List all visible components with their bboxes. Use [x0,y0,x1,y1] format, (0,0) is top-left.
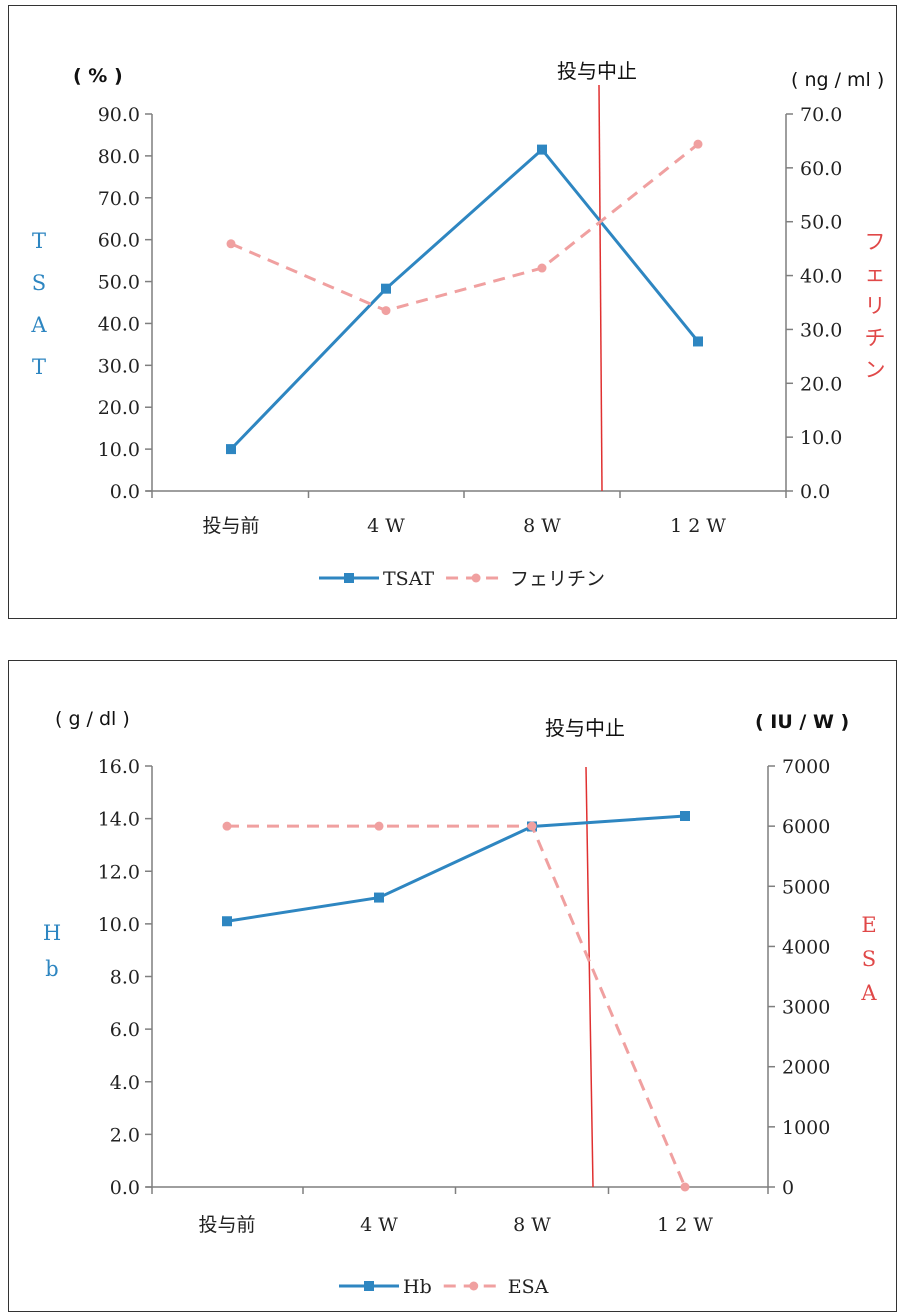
x-tick-label: 1 2 W [657,1214,713,1236]
right-axis-label-char: ェ [865,262,886,286]
left-tick-label: 14.0 [98,809,140,831]
left-axis-label-char: S [32,271,46,295]
data-point-marker [222,821,232,831]
left-tick-label: 12.0 [98,861,140,883]
right-axis-label-char: ン [865,358,886,382]
left-tick-label: 70.0 [98,188,140,210]
x-tick-label: 8 W [513,1214,551,1236]
right-axis-label-char: リ [865,294,886,318]
left-tick-label: 8.0 [110,967,140,989]
right-tick-label: 6000 [782,816,830,838]
data-point-marker [693,139,703,149]
data-point-marker [680,1182,690,1192]
right-tick-label: 7000 [782,756,830,778]
right-tick-label: 30.0 [800,319,842,341]
stop-annotation: 投与中止 [557,59,637,83]
data-point-marker [374,821,384,831]
chart-panel-tsat-ferritin: 0.0 10.0 20.0 30.0 40.0 50.0 60.0 70.0 80.0 90.0 0… [8,5,897,619]
right-tick-label: 20.0 [800,373,842,395]
right-axis-label-char: A [860,981,877,1005]
right-tick-label: 70.0 [800,104,842,126]
data-point-marker [537,144,547,155]
x-tick-label: 投与前 [202,515,259,537]
legend-marker [471,573,481,583]
right-tick-label: 0.0 [800,481,830,503]
chart-panel-hb-esa: 0.0 2.0 4.0 6.0 8.0 10.0 12.0 14.0 16.0 0 1000 2000… [8,660,897,1312]
left-axis-label-char: b [45,957,58,981]
right-axis-unit: ( ng / ml ) [791,69,884,91]
left-axis-label-char: H [43,921,61,945]
right-tick-label: 3000 [782,997,830,1019]
right-tick-label: 2000 [782,1057,830,1079]
data-point-marker [527,821,537,831]
data-point-marker [222,916,232,927]
right-tick-label: 5000 [782,876,830,898]
left-tick-label: 60.0 [98,230,140,252]
legend-label: ESA [508,1276,549,1298]
chart-hb-esa: 0.0 2.0 4.0 6.0 8.0 10.0 12.0 14.0 16.0 0 1000 2000… [43,708,878,1298]
x-tick-label: 投与前 [198,1214,255,1236]
data-point-marker [374,892,384,903]
legend-marker [364,1281,374,1291]
data-point-marker [381,283,391,294]
right-tick-label: 10.0 [800,427,842,449]
left-tick-label: 2.0 [110,1124,140,1146]
stop-line [585,766,594,1188]
left-tick-label: 90.0 [98,104,140,126]
legend-label: フェリチン [510,568,605,590]
left-axis-label-char: T [32,355,46,379]
right-axis-label-char: S [862,947,876,971]
data-point-marker [537,263,547,273]
left-tick-label: 10.0 [98,439,140,461]
left-axis-unit: ( g / dl ) [55,708,130,730]
right-axis-label-char: チ [865,326,886,350]
left-tick-label: 0.0 [110,1177,140,1199]
left-tick-label: 20.0 [98,397,140,419]
legend-marker [344,573,354,583]
data-point-marker [226,239,236,249]
legend-label: TSAT [383,568,434,590]
right-tick-label: 1000 [782,1117,830,1139]
data-point-marker [381,306,391,316]
left-axis-label-char: T [32,229,46,253]
data-point-marker [693,336,703,347]
left-tick-label: 40.0 [98,313,140,335]
right-tick-label: 50.0 [800,212,842,234]
right-tick-label: 40.0 [800,266,842,288]
series-line-primary [226,814,686,923]
right-axis-unit: ( IU / W ) [755,711,849,733]
legend-marker [469,1281,479,1291]
left-tick-label: 80.0 [98,146,140,168]
left-tick-label: 50.0 [98,272,140,294]
series-line-secondary [230,142,699,313]
x-tick-label: 4 W [360,1214,398,1236]
left-tick-label: 4.0 [110,1072,140,1094]
left-tick-label: 0.0 [110,481,140,503]
x-tick-label: 8 W [523,515,561,537]
chart-tsat-ferritin: 0.0 10.0 20.0 30.0 40.0 50.0 60.0 70.0 80.0 90.0 0… [30,59,886,590]
left-axis-unit: ( % ) [73,65,123,87]
left-axis-label-char: A [30,313,47,337]
left-tick-label: 6.0 [110,1019,140,1041]
right-axis-label-char: E [861,913,876,937]
series-line-primary [229,147,700,451]
right-tick-label: 4000 [782,936,830,958]
x-tick-label: 4 W [367,515,405,537]
stop-line [598,84,603,492]
x-tick-label: 1 2 W [670,515,726,537]
data-point-marker [680,810,690,821]
series-line-secondary [227,824,687,1188]
left-tick-label: 10.0 [98,914,140,936]
left-tick-label: 30.0 [98,355,140,377]
right-tick-label: 60.0 [800,158,842,180]
legend-label: Hb [403,1276,432,1298]
left-tick-label: 16.0 [98,756,140,778]
data-point-marker [226,444,236,455]
stop-annotation: 投与中止 [545,716,625,740]
right-tick-label: 0 [782,1177,794,1199]
right-axis-label-char: フ [865,230,886,254]
